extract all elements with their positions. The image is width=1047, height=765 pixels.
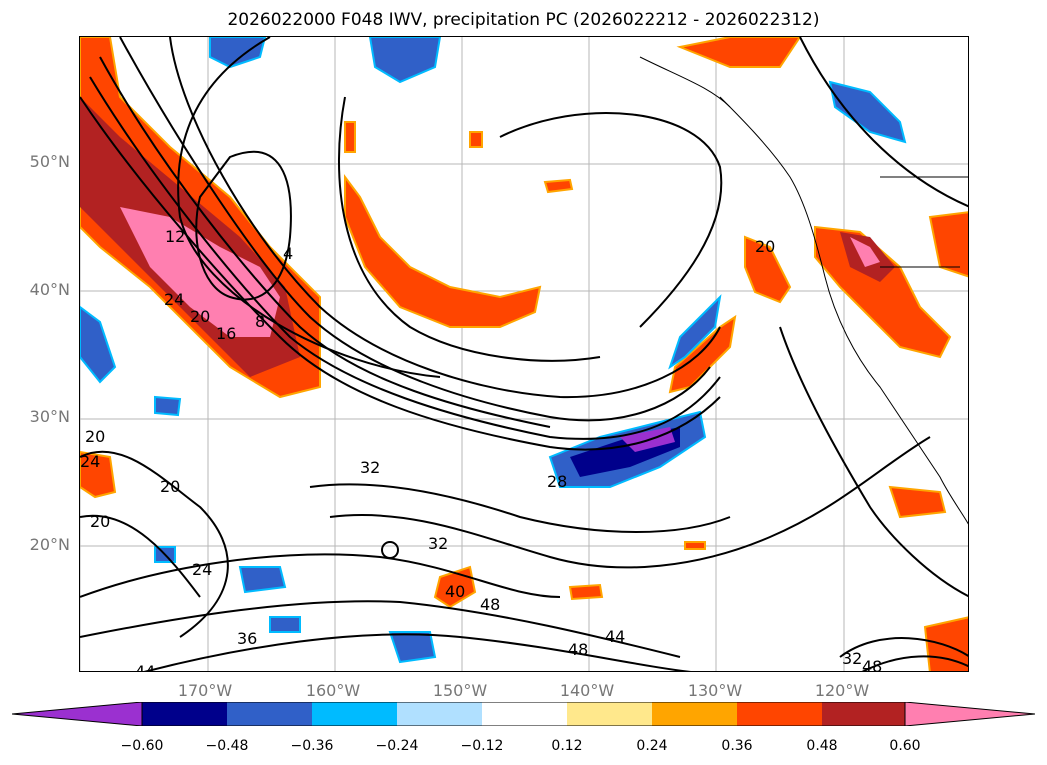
contour-label-24-south: 24 bbox=[192, 560, 212, 579]
colorbar-tick: 0.60 bbox=[889, 738, 921, 754]
contour-label-48-east: 48 bbox=[862, 657, 882, 672]
contour-label-40: 40 bbox=[445, 582, 465, 601]
colorbar-tick: 0.24 bbox=[636, 738, 668, 754]
lon-label-130w: 130°W bbox=[687, 681, 743, 700]
map-panel: 12 4 24 20 16 8 20 32 28 20 24 20 32 24 … bbox=[79, 36, 969, 672]
lon-label-140w: 140°W bbox=[559, 681, 615, 700]
colorbar-bin-2 bbox=[227, 702, 312, 726]
map-title: 2026022000 F048 IWV, precipitation PC (2… bbox=[227, 10, 820, 30]
colorbar-tick: −0.48 bbox=[205, 738, 249, 754]
contour-label-20-west: 20 bbox=[85, 427, 105, 446]
colorbar-bin-8 bbox=[737, 702, 822, 726]
contour-label-20-sw: 20 bbox=[90, 512, 110, 531]
colorbar-tick: −0.36 bbox=[290, 738, 334, 754]
lon-label-170w: 170°W bbox=[177, 681, 233, 700]
iwv-contours bbox=[80, 37, 968, 671]
contour-label-8: 8 bbox=[255, 312, 265, 331]
colorbar-tick: 0.48 bbox=[806, 738, 838, 754]
contour-label-20-coast: 20 bbox=[755, 237, 775, 256]
contour-labels: 12 4 24 20 16 8 20 32 28 20 24 20 32 24 … bbox=[80, 227, 882, 672]
colorbar-bin-3 bbox=[312, 702, 397, 726]
colorbar-tick: −0.12 bbox=[460, 738, 504, 754]
contour-label-48-b: 48 bbox=[568, 640, 588, 659]
contour-label-44: 44 bbox=[135, 662, 155, 672]
contour-label-24-west: 24 bbox=[80, 452, 100, 471]
map-canvas: 12 4 24 20 16 8 20 32 28 20 24 20 32 24 … bbox=[80, 37, 968, 672]
contour-label-20: 20 bbox=[190, 307, 210, 326]
contour-label-4: 4 bbox=[283, 244, 293, 263]
lat-label-30n: 30°N bbox=[29, 407, 70, 426]
colorbar-tick: −0.60 bbox=[120, 738, 164, 754]
gridlines bbox=[80, 37, 968, 671]
colorbar-bin-5 bbox=[482, 702, 567, 726]
contour-label-16: 16 bbox=[216, 324, 236, 343]
colorbar-under-arrow bbox=[12, 702, 143, 726]
colorbar-over-arrow bbox=[904, 702, 1035, 726]
contour-label-20-south: 20 bbox=[160, 477, 180, 496]
contour-label-28: 28 bbox=[547, 472, 567, 491]
lon-label-120w: 120°W bbox=[814, 681, 870, 700]
contour-label-12: 12 bbox=[165, 227, 185, 246]
colorbar-bin-6 bbox=[567, 702, 652, 726]
lon-label-150w: 150°W bbox=[432, 681, 488, 700]
contour-label-24: 24 bbox=[164, 290, 184, 309]
colorbar-tick: −0.24 bbox=[375, 738, 419, 754]
colorbar-bin-7 bbox=[652, 702, 737, 726]
colorbar-bin-9 bbox=[822, 702, 905, 726]
positive-anomaly-fills bbox=[80, 37, 968, 671]
contour-label-32-east: 32 bbox=[842, 649, 862, 668]
lon-label-160w: 160°W bbox=[305, 681, 361, 700]
colorbar-tick: 0.36 bbox=[721, 738, 753, 754]
colorbar-bin-4 bbox=[397, 702, 482, 726]
lat-label-40n: 40°N bbox=[29, 280, 70, 299]
colorbar-tick: 0.12 bbox=[551, 738, 583, 754]
contour-label-48: 48 bbox=[480, 595, 500, 614]
colorbar bbox=[12, 702, 1035, 726]
contour-label-44-b: 44 bbox=[605, 627, 625, 646]
coastlines bbox=[639, 56, 968, 525]
lat-label-20n: 20°N bbox=[29, 535, 70, 554]
lat-label-50n: 50°N bbox=[29, 152, 70, 171]
contour-label-32-south: 32 bbox=[428, 534, 448, 553]
colorbar-bin-1 bbox=[142, 702, 227, 726]
contour-label-36: 36 bbox=[237, 629, 257, 648]
contour-label-32: 32 bbox=[360, 458, 380, 477]
